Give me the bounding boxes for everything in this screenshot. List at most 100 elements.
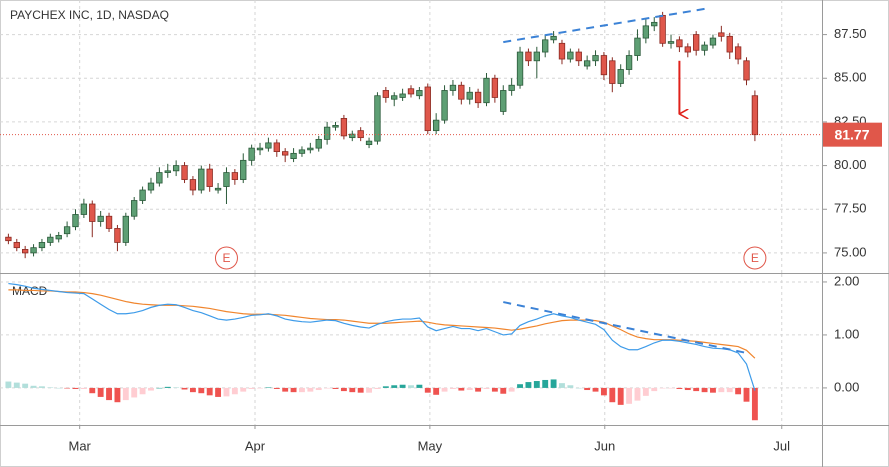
candle-body [323, 126, 331, 140]
candle-body [424, 86, 431, 132]
y-tick-label: 80.00 [834, 157, 867, 172]
histogram-bar [567, 385, 574, 388]
y-tick-label: 1.00 [834, 326, 859, 341]
last-price-box [823, 122, 882, 147]
histogram-bar [13, 382, 20, 388]
y-tick-label: 2.00 [834, 273, 859, 288]
histogram-bar [131, 387, 138, 398]
candle-body [676, 39, 683, 48]
candle-body [315, 138, 322, 149]
candle-body [533, 51, 540, 62]
macd-line [8, 282, 756, 391]
histogram-bar [483, 387, 490, 389]
histogram-bar [382, 386, 389, 388]
candle-body [30, 247, 37, 254]
histogram-bar [651, 387, 658, 392]
candle-body [709, 37, 717, 46]
x-tick-label: May [418, 438, 443, 453]
event-label: E [222, 251, 230, 265]
candle-body [466, 91, 473, 100]
candle-body [156, 172, 163, 184]
candle-body [651, 21, 658, 27]
candle-body [131, 200, 138, 217]
candle-body [105, 215, 113, 229]
candle-body [80, 203, 88, 215]
candle-body [751, 95, 759, 136]
histogram-bar [684, 387, 691, 391]
histogram-bar [181, 387, 188, 390]
histogram-bar [433, 387, 440, 395]
histogram-bar [743, 387, 750, 402]
candle-body [407, 88, 415, 95]
candle-body [374, 95, 381, 142]
candle-body [147, 182, 155, 191]
histogram-bar [22, 383, 29, 388]
last-price-label: 81.77 [834, 126, 869, 142]
candle-body [365, 140, 373, 146]
candle-body [139, 189, 146, 201]
candle-body [550, 35, 557, 41]
candle-body [265, 142, 272, 149]
histogram-bar [357, 387, 364, 393]
candle-body [13, 242, 20, 249]
candle-body [349, 133, 356, 139]
histogram-bar [315, 387, 322, 391]
x-tick-label: Jul [773, 438, 790, 453]
histogram-bar [726, 387, 733, 393]
histogram-bar [206, 387, 213, 396]
x-tick-label: Jun [594, 438, 615, 453]
y-tick-label: 0.00 [834, 379, 859, 394]
histogram-bar [609, 387, 616, 403]
candle-body [474, 91, 482, 104]
candle-body [332, 125, 339, 128]
candle-body [382, 90, 390, 98]
histogram-bar [408, 385, 414, 388]
candle-body [340, 118, 348, 137]
histogram-bar [299, 387, 305, 393]
histogram-bar [39, 386, 45, 388]
candle-body [89, 203, 96, 222]
trend-line [503, 7, 705, 44]
candle-body [743, 60, 750, 81]
histogram-bar [676, 387, 683, 389]
histogram-bar [114, 387, 121, 403]
histogram-bar [340, 387, 347, 392]
candle-body [449, 84, 457, 91]
histogram-bar [223, 387, 230, 397]
histogram-bar [248, 387, 255, 389]
histogram-bar [575, 387, 582, 389]
histogram-bar [424, 387, 431, 393]
candle-body [114, 228, 121, 243]
candle-body [667, 41, 675, 44]
histogram-bar [634, 387, 641, 401]
histogram-bar [332, 387, 339, 389]
candle-body [5, 236, 12, 242]
histogram-bar [592, 387, 599, 392]
histogram-bar [189, 387, 196, 393]
candle-body [399, 93, 406, 98]
candle-body [508, 84, 515, 91]
candle-body [416, 90, 423, 97]
candle-body [718, 32, 725, 37]
candle-body [432, 119, 440, 132]
candle-body [625, 55, 633, 70]
candle-body [181, 165, 188, 180]
histogram-bar [282, 387, 289, 392]
event-label: E [751, 251, 759, 265]
candle-body [500, 90, 507, 112]
candle-body [516, 51, 524, 86]
candle-body [290, 152, 297, 159]
candle-body [458, 84, 465, 100]
candle-body [609, 60, 616, 84]
histogram-bar [701, 387, 708, 393]
histogram-bar [617, 387, 624, 405]
candle-body [21, 249, 29, 254]
histogram-bar [466, 387, 473, 391]
candle-body [491, 77, 499, 98]
histogram-bar [265, 387, 272, 388]
candle-body [164, 170, 171, 173]
candle-body [642, 25, 650, 39]
candle-body [307, 147, 314, 151]
